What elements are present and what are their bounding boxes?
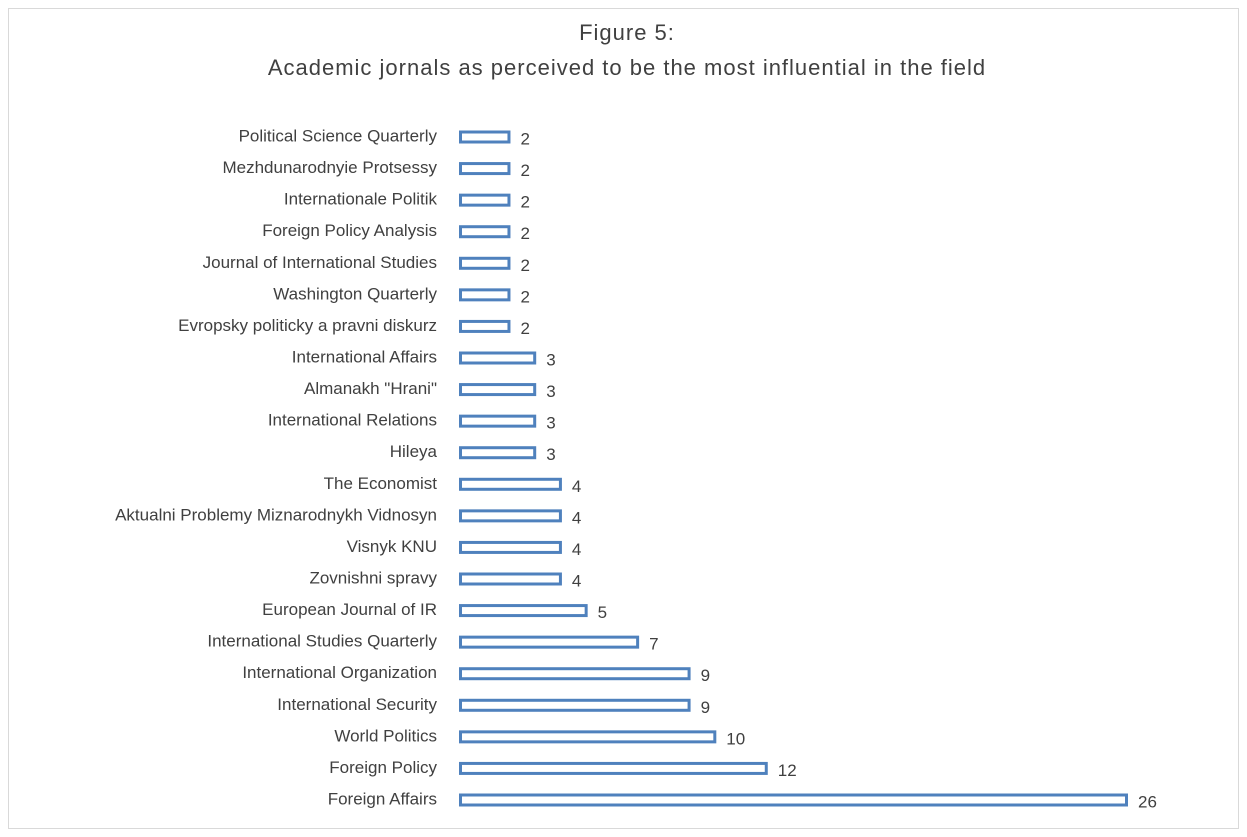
category-label: Foreign Policy bbox=[329, 758, 437, 777]
category-label: Visnyk KNU bbox=[347, 537, 437, 556]
bar bbox=[459, 130, 511, 144]
value-label: 3 bbox=[546, 382, 555, 401]
bar bbox=[459, 698, 691, 712]
category-label: International Affairs bbox=[292, 347, 437, 366]
bar bbox=[459, 193, 511, 207]
bar bbox=[459, 477, 562, 491]
category-label: Almanakh "Hrani" bbox=[304, 379, 437, 398]
category-label: Political Science Quarterly bbox=[239, 126, 438, 145]
value-label: 2 bbox=[520, 129, 529, 148]
value-label: 2 bbox=[520, 256, 529, 275]
value-label: 4 bbox=[572, 508, 581, 527]
value-label: 2 bbox=[520, 193, 529, 212]
chart-title: Figure 5: bbox=[579, 20, 675, 45]
bar bbox=[459, 509, 562, 523]
value-label: 2 bbox=[520, 224, 529, 243]
category-label: Foreign Affairs bbox=[328, 789, 437, 808]
category-label: International Organization bbox=[242, 663, 437, 682]
bar bbox=[459, 162, 511, 176]
category-label: Internationale Politik bbox=[284, 190, 438, 209]
bar bbox=[459, 540, 562, 554]
bar bbox=[459, 225, 511, 239]
value-label: 9 bbox=[701, 698, 710, 717]
value-label: 2 bbox=[520, 287, 529, 306]
category-label: European Journal of IR bbox=[262, 600, 437, 619]
category-label: Hileya bbox=[390, 442, 438, 461]
category-label: The Economist bbox=[324, 474, 438, 493]
category-label: Evropsky politicky a pravni diskurz bbox=[178, 316, 437, 335]
bar bbox=[459, 288, 511, 302]
value-label: 4 bbox=[572, 540, 581, 559]
bar bbox=[459, 446, 537, 460]
bar bbox=[459, 730, 717, 744]
category-label: Journal of International Studies bbox=[203, 253, 437, 272]
value-label: 3 bbox=[546, 445, 555, 464]
category-label: Mezhdunarodnyie Protsessy bbox=[222, 158, 437, 177]
bar bbox=[459, 604, 588, 618]
bar bbox=[459, 793, 1128, 807]
category-label: Zovnishni spravy bbox=[309, 568, 437, 587]
category-label: International Security bbox=[277, 695, 437, 714]
value-label: 9 bbox=[701, 666, 710, 685]
value-label: 10 bbox=[726, 729, 745, 748]
category-label: International Relations bbox=[268, 411, 437, 430]
chart-subtitle: Academic jornals as perceived to be the … bbox=[268, 55, 986, 80]
bar bbox=[459, 572, 562, 586]
value-label: 4 bbox=[572, 571, 581, 590]
bar bbox=[459, 383, 537, 397]
value-label: 2 bbox=[520, 161, 529, 180]
bar bbox=[459, 256, 511, 270]
bar bbox=[459, 667, 691, 681]
value-label: 12 bbox=[778, 761, 797, 780]
value-label: 26 bbox=[1138, 792, 1157, 811]
bar bbox=[459, 761, 768, 775]
category-label: International Studies Quarterly bbox=[207, 632, 437, 651]
chart-frame bbox=[8, 8, 1239, 829]
category-label: World Politics bbox=[334, 726, 437, 745]
bar bbox=[459, 319, 511, 333]
value-label: 2 bbox=[520, 319, 529, 338]
category-label: Aktualni Problemy Miznarodnykh Vidnosyn bbox=[115, 505, 437, 524]
value-label: 3 bbox=[546, 350, 555, 369]
value-label: 7 bbox=[649, 635, 658, 654]
value-label: 3 bbox=[546, 414, 555, 433]
bar bbox=[459, 351, 537, 365]
bar bbox=[459, 635, 640, 649]
value-label: 4 bbox=[572, 477, 581, 496]
value-label: 5 bbox=[598, 603, 607, 622]
category-label: Washington Quarterly bbox=[273, 284, 437, 303]
bar bbox=[459, 414, 537, 428]
category-label: Foreign Policy Analysis bbox=[262, 221, 437, 240]
